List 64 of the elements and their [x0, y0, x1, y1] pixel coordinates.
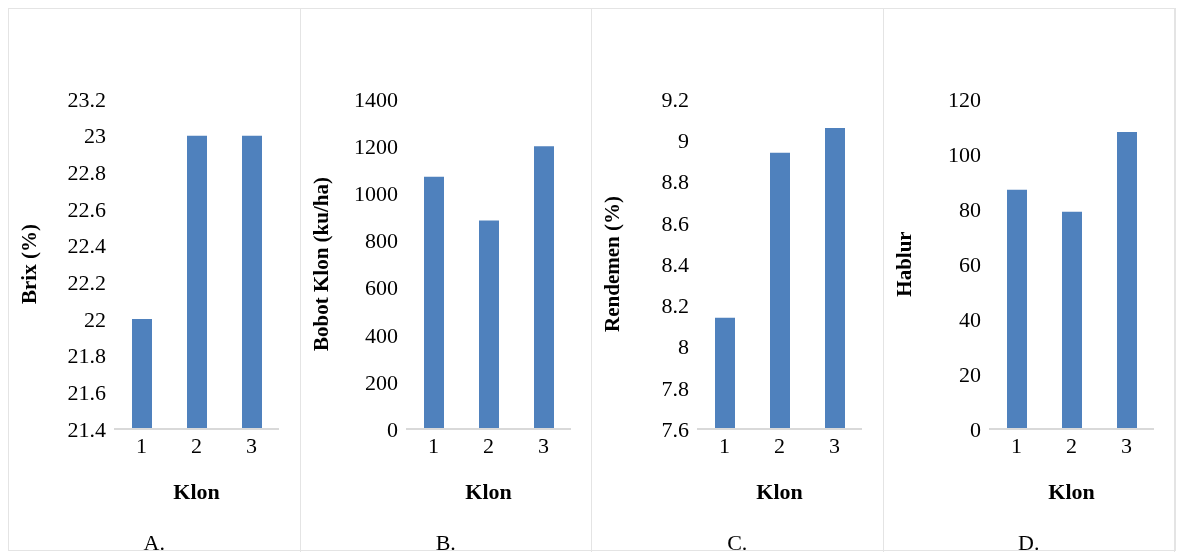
- y-tick-label: 23: [84, 123, 106, 149]
- y-tick-label: 22.4: [67, 233, 106, 259]
- y-tick-label: 0: [386, 416, 398, 442]
- x-axis-title: Klon: [464, 479, 512, 504]
- bar: [423, 176, 444, 429]
- y-tick-label: 21.8: [67, 343, 106, 369]
- x-tick-label: 2: [482, 432, 494, 458]
- y-tick-label: 400: [364, 322, 398, 348]
- x-axis-title: Klon: [1047, 479, 1095, 504]
- y-axis-title: Brix (%): [17, 224, 42, 304]
- text: B.: [434, 530, 457, 556]
- y-tick-label: 7.6: [661, 416, 689, 442]
- y-tick-label: 800: [364, 228, 398, 254]
- x-tick-label: 2: [774, 432, 785, 458]
- y-tick-label: 22.2: [67, 270, 106, 296]
- x-tick-label: 1: [427, 432, 439, 458]
- y-axis-title: Rendemen (%): [600, 196, 625, 332]
- y-tick-label: 8: [678, 334, 689, 360]
- y-tick-label: 9.2: [661, 86, 689, 112]
- y-tick-label: 80: [958, 196, 981, 222]
- y-tick-label: 120: [947, 86, 981, 112]
- y-tick-label: 8.6: [661, 210, 689, 236]
- y-tick-label: 1000: [353, 181, 398, 207]
- y-tick-label: 600: [364, 275, 398, 301]
- x-tick-label: 1: [1010, 432, 1022, 458]
- x-tick-label: 1: [136, 432, 147, 458]
- y-tick-label: 20: [958, 361, 981, 387]
- y-tick-label: 40: [958, 306, 981, 332]
- y-tick-label: 200: [364, 369, 398, 395]
- x-tick-label: 3: [246, 432, 257, 458]
- y-tick-label: 22.8: [67, 160, 106, 186]
- y-axis-title: Hablur: [891, 231, 916, 297]
- y-tick-label: 8.2: [661, 293, 689, 319]
- y-tick-label: 22.6: [67, 196, 106, 222]
- y-tick-label: 1200: [353, 133, 398, 159]
- text: C.: [726, 530, 749, 556]
- bar: [1006, 189, 1027, 429]
- y-tick-label: 22: [84, 306, 106, 332]
- x-axis-title: Klon: [756, 479, 803, 504]
- y-tick-label: 0: [969, 416, 981, 442]
- x-tick-label: 2: [1065, 432, 1077, 458]
- x-tick-label: 3: [829, 432, 840, 458]
- y-tick-label: 23.2: [67, 86, 106, 112]
- text: A.: [142, 530, 166, 556]
- y-tick-label: 60: [958, 251, 981, 277]
- y-tick-label: 21.6: [67, 380, 106, 406]
- x-tick-label: 3: [1120, 432, 1132, 458]
- y-tick-label: 8.8: [661, 169, 689, 195]
- y-tick-label: 8.4: [661, 251, 689, 277]
- y-axis-title: Bobot Klon (ku/ha): [308, 177, 333, 351]
- y-tick-label: 21.4: [67, 416, 106, 442]
- y-tick-label: 1400: [353, 86, 398, 112]
- y-tick-label: 7.8: [661, 375, 689, 401]
- x-tick-label: 1: [719, 432, 730, 458]
- text: D.: [1017, 530, 1041, 556]
- x-axis-title: Klon: [173, 479, 220, 504]
- x-tick-label: 3: [537, 432, 549, 458]
- x-tick-label: 2: [191, 432, 202, 458]
- y-tick-label: 100: [947, 141, 981, 167]
- y-tick-label: 9: [678, 128, 689, 154]
- bar: [1116, 132, 1137, 429]
- bar: [478, 220, 499, 429]
- bar: [533, 146, 554, 429]
- bar: [1061, 211, 1082, 429]
